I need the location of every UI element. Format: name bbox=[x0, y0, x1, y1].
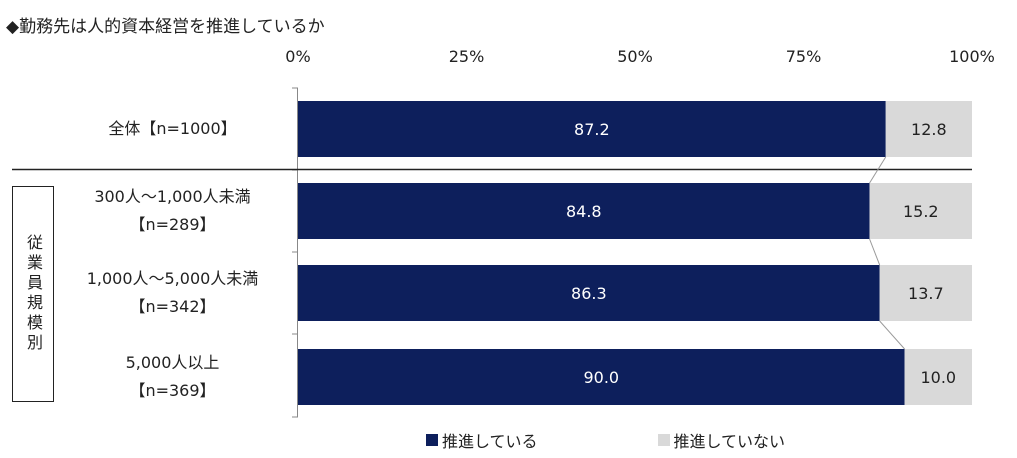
category-label-line: 300人～1,000人未満 bbox=[94, 187, 251, 206]
data-label-no: 13.7 bbox=[908, 284, 944, 303]
series-connector-line bbox=[869, 156, 887, 184]
group-label-box: 従業員規模別 bbox=[12, 186, 54, 402]
category-label-count: 【n=342】 bbox=[129, 297, 216, 316]
bar-yes bbox=[298, 265, 880, 321]
data-label-no: 10.0 bbox=[920, 368, 956, 387]
category-label-line: 1,000人～5,000人未満 bbox=[86, 269, 259, 288]
category-label: 300人～1,000人未満 【n=289】 bbox=[60, 183, 285, 239]
x-tick-label: 50% bbox=[617, 47, 653, 66]
legend-swatch-no bbox=[657, 434, 670, 446]
category-label: 1,000人～5,000人未満 【n=342】 bbox=[60, 265, 285, 321]
x-tick-label: 100% bbox=[949, 47, 995, 66]
category-label: 全体【n=1000】 bbox=[60, 115, 285, 143]
legend-swatch-yes bbox=[426, 434, 438, 446]
series-connector-line bbox=[869, 238, 881, 266]
category-label-line: 全体【n=1000】 bbox=[108, 119, 237, 138]
bar-no bbox=[869, 183, 972, 239]
data-label-no: 15.2 bbox=[903, 202, 939, 221]
chart-title: ◆勤務先は人的資本経営を推進しているか bbox=[6, 17, 325, 37]
group-label: 従業員規模別 bbox=[24, 234, 43, 354]
category-label-count: 【n=289】 bbox=[129, 215, 216, 234]
bar-no bbox=[904, 349, 972, 405]
bar-no bbox=[885, 101, 972, 157]
legend-label-no: 推進していない bbox=[673, 432, 786, 451]
x-tick-label: 0% bbox=[285, 47, 310, 66]
category-label-count: 【n=369】 bbox=[129, 381, 216, 400]
bar-yes bbox=[298, 101, 886, 157]
data-label-yes: 87.2 bbox=[574, 120, 610, 139]
bar-yes bbox=[298, 349, 905, 405]
bar-yes bbox=[298, 183, 870, 239]
category-label-line: 5,000人以上 bbox=[125, 353, 220, 372]
x-tick-label: 75% bbox=[786, 47, 822, 66]
data-label-yes: 86.3 bbox=[571, 284, 607, 303]
data-label-yes: 84.8 bbox=[566, 202, 602, 221]
legend-label-yes: 推進している bbox=[442, 432, 538, 451]
data-label-yes: 90.0 bbox=[583, 368, 619, 387]
series-connector-line bbox=[879, 320, 905, 350]
category-label: 5,000人以上 【n=369】 bbox=[60, 349, 285, 405]
x-tick-label: 25% bbox=[449, 47, 485, 66]
legend: 推進している 推進していない bbox=[426, 428, 785, 452]
data-label-no: 12.8 bbox=[911, 120, 947, 139]
bar-no bbox=[879, 265, 972, 321]
